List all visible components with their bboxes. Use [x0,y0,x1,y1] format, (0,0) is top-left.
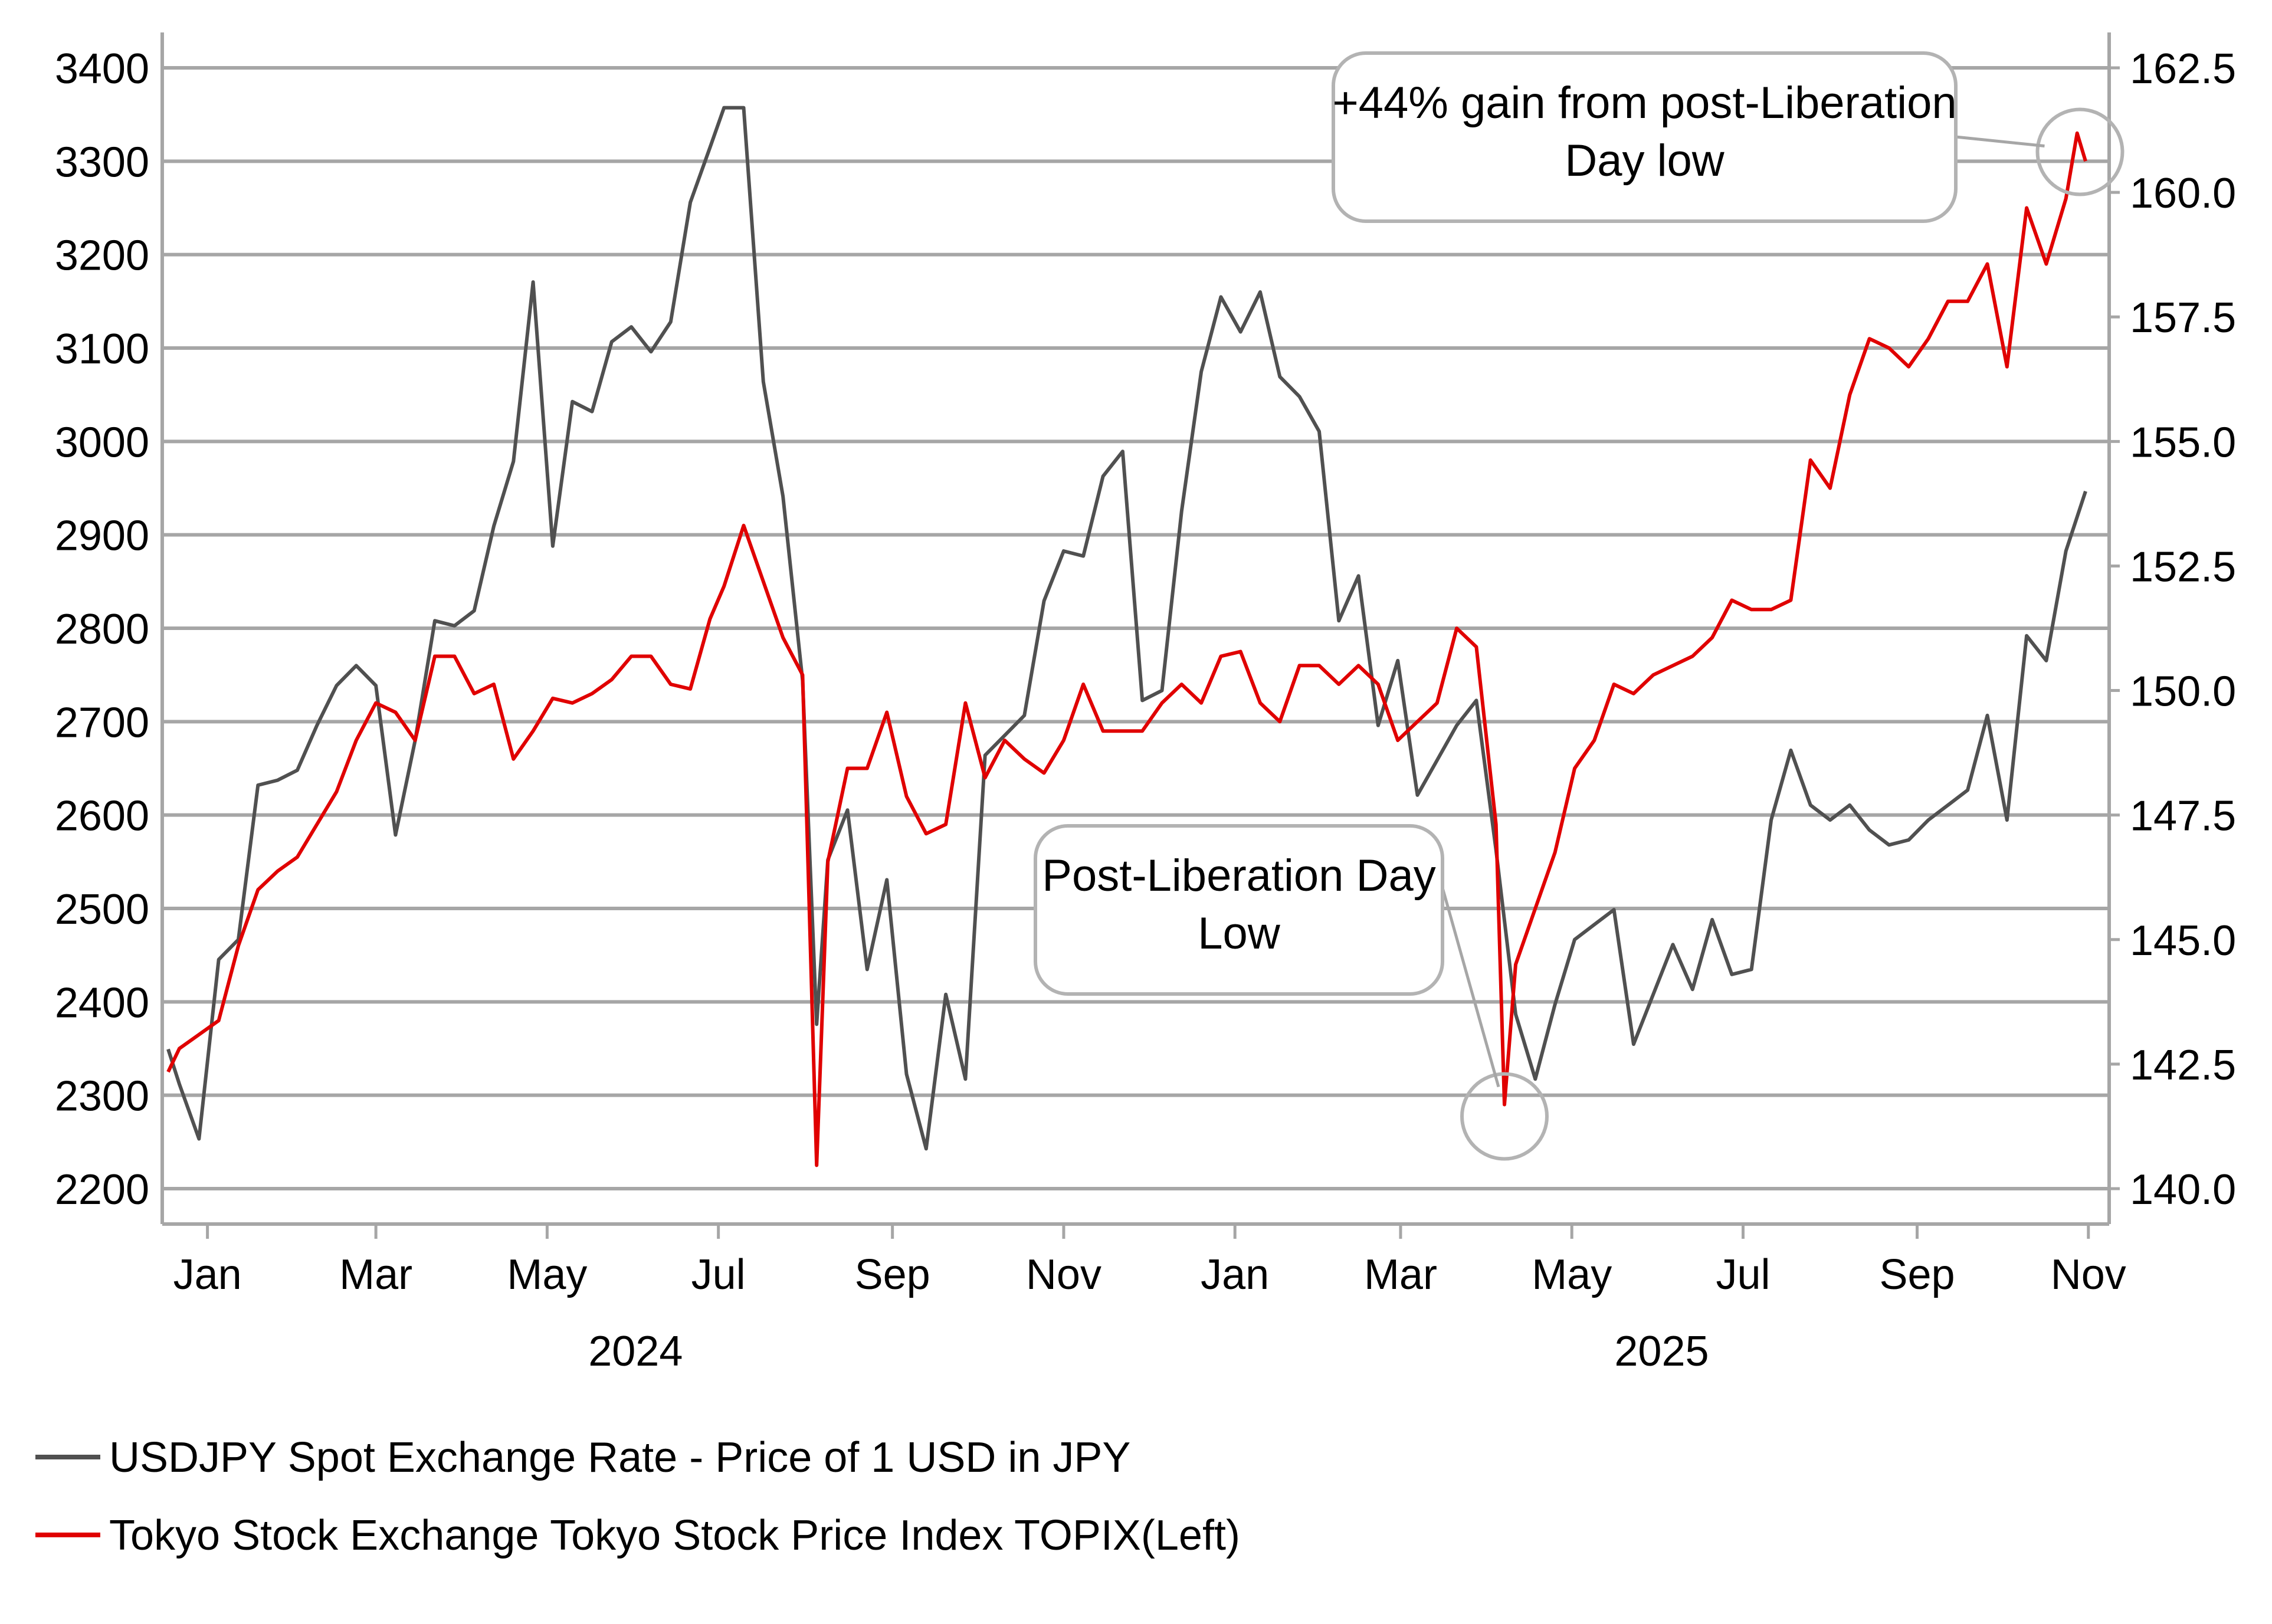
left-tick-label: 3100 [55,326,149,373]
x-month-label: Jan [1201,1251,1269,1298]
x-month-label: Jul [1716,1251,1770,1298]
x-axis-ticks: Jan Mar May Jul Sep Nov Jan Mar May Jul Sep Nov 2024… [173,1251,2126,1375]
x-year-label: 2025 [1614,1328,1709,1375]
callout-leader-line [1441,887,1500,1088]
left-tick-label: 2700 [55,699,149,746]
right-tick-label: 152.5 [2130,543,2236,590]
callout-target-circle [2035,107,2125,196]
right-tick-label: 157.5 [2130,294,2236,342]
right-tick-label: 147.5 [2130,793,2236,840]
left-tick-label: 2300 [55,1073,149,1120]
left-tick-label: 3000 [55,419,149,466]
callout-text-line: Low [1198,908,1281,959]
x-month-label: Nov [1026,1251,1101,1298]
x-year-label: 2024 [588,1328,683,1375]
left-tick-label: 2400 [55,979,149,1026]
x-month-label: Jul [691,1251,746,1298]
left-tick-label: 3400 [55,45,149,93]
callout-text-line: Post-Liberation Day [1042,851,1435,901]
callout-box [1332,51,1958,223]
x-month-label: Sep [855,1251,930,1298]
x-month-label: Mar [339,1251,412,1298]
legend-label: Tokyo Stock Exchange Tokyo Stock Price I… [109,1512,1240,1559]
right-axis-ticks: 162.5 160.0 157.5 155.0 152.5 150.0 147.5 145.0… [2130,45,2236,1213]
left-tick-label: 2900 [55,513,149,560]
left-tick-label: 3300 [55,139,149,186]
gridlines [162,66,2109,1190]
x-month-label: Jan [173,1251,242,1298]
right-tick-label: 150.0 [2130,668,2236,716]
left-tick-label: 2600 [55,793,149,840]
callout-target-circle [1460,1072,1549,1161]
x-month-label: Mar [1364,1251,1437,1298]
x-month-label: Nov [2051,1251,2126,1298]
right-tick-label: 160.0 [2130,170,2236,217]
right-tick-label: 155.0 [2130,419,2236,466]
left-tick-label: 3200 [55,232,149,280]
x-month-label: Sep [1879,1251,1955,1298]
left-tick-label: 2200 [55,1166,149,1213]
callout-leader-line [1955,135,2045,147]
callout-box [1034,824,1444,996]
right-tick-label: 140.0 [2130,1166,2236,1213]
axes [160,32,2120,1239]
callout-text-line: +44% gain from post-Liberation [1332,78,1956,128]
right-tick-label: 145.0 [2130,917,2236,964]
right-tick-label: 142.5 [2130,1042,2236,1089]
annotations: Post-Liberation Day Low +44% gain from pos… [1034,51,2125,1161]
left-tick-label: 2500 [55,886,149,933]
right-tick-label: 162.5 [2130,45,2236,93]
topix-series-line [166,131,2087,1167]
usdjpy-series-line [166,106,2087,1151]
left-tick-label: 2800 [55,606,149,653]
x-month-label: May [1532,1251,1612,1298]
callout-text-line: Day low [1565,136,1725,186]
left-axis-ticks: 3400 3300 3200 3100 3000 2900 2800 2700 2600 2500… [55,45,149,1213]
x-month-label: May [507,1251,587,1298]
legend-label: USDJPY Spot Exchange Rate - Price of 1 U… [109,1434,1130,1481]
series-lines [166,106,2087,1167]
legend: USDJPY Spot Exchange Rate - Price of 1 U… [35,1434,1240,1559]
